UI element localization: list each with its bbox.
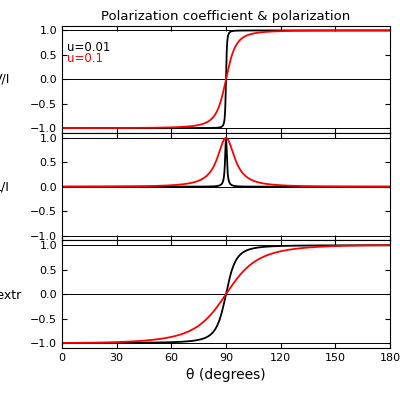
Title: Polarization coefficient & polarization: Polarization coefficient & polarization (101, 10, 351, 23)
X-axis label: θ (degrees): θ (degrees) (186, 368, 266, 382)
Y-axis label: K_extr: K_extr (0, 288, 22, 301)
Y-axis label: L/I: L/I (0, 180, 10, 193)
Text: u=0.01: u=0.01 (68, 41, 111, 54)
Y-axis label: V/I: V/I (0, 73, 10, 86)
Text: u=0.1: u=0.1 (68, 52, 104, 65)
